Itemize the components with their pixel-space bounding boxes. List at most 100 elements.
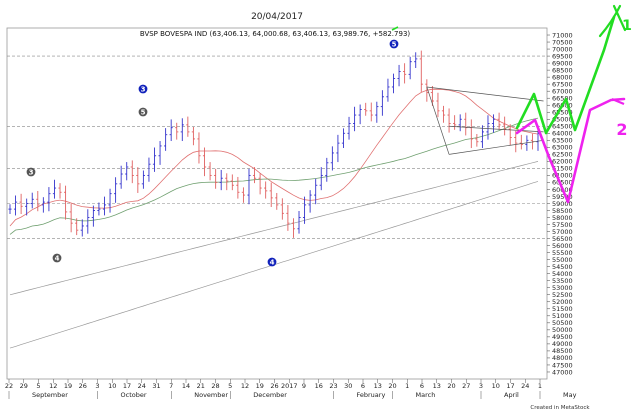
y-tick-label: 70500 — [552, 38, 573, 46]
price-bar — [403, 63, 407, 84]
header-date: 20/04/2017 — [251, 12, 303, 22]
x-tick-label: 24 — [138, 382, 146, 390]
y-tick-label: 50500 — [552, 319, 573, 327]
y-tick-label: 65000 — [552, 116, 573, 124]
price-bar — [25, 198, 29, 216]
x-tick-label: 19 — [64, 382, 72, 390]
price-bar — [241, 187, 246, 203]
triangle-pattern — [426, 86, 544, 155]
y-tick-label: 57000 — [552, 228, 573, 236]
price-bar — [236, 176, 240, 199]
price-bar — [486, 115, 490, 140]
price-bar — [214, 168, 218, 189]
x-tick-label: 13 — [433, 382, 441, 390]
price-bar — [297, 210, 301, 234]
price-bar — [358, 104, 362, 125]
y-tick-label: 59000 — [552, 200, 573, 208]
price-bar — [375, 101, 379, 123]
price-bar — [147, 157, 151, 182]
x-tick-label: 5 — [36, 382, 40, 390]
price-bar — [503, 116, 507, 136]
price-bar — [75, 218, 79, 236]
price-bar — [69, 203, 73, 233]
y-tick-label: 63500 — [552, 137, 573, 145]
grid-lines — [7, 55, 547, 239]
price-bar — [252, 167, 257, 184]
price-bar — [480, 125, 485, 149]
price-bar — [125, 162, 129, 181]
y-tick-label: 63000 — [552, 144, 573, 152]
y-tick-label: 54000 — [552, 270, 573, 278]
price-bar — [514, 130, 518, 153]
y-tick-label: 61500 — [552, 165, 573, 173]
wave-label-blue-circle — [267, 257, 277, 267]
price-bar — [97, 202, 101, 216]
price-bar — [430, 85, 434, 106]
price-bar — [180, 118, 184, 142]
y-tick-label: 62000 — [552, 158, 573, 166]
price-bar — [341, 128, 346, 149]
y-tick-label: 60500 — [552, 179, 573, 187]
month-label: December — [253, 391, 287, 399]
x-tick-label: 30 — [344, 382, 352, 390]
price-bars — [8, 50, 540, 238]
ma-short-line — [9, 88, 539, 227]
y-tick-label: 47000 — [552, 368, 573, 376]
price-bar — [519, 134, 523, 150]
price-bar — [258, 173, 262, 195]
forecast-label-1-mark — [598, 4, 627, 38]
x-tick-label: 9 — [302, 382, 306, 390]
y-tick-label: 68500 — [552, 66, 573, 74]
price-bar — [319, 167, 323, 191]
price-bar — [453, 115, 457, 130]
wave-label-gray-circle — [52, 253, 62, 263]
y-tick-label: 52000 — [552, 298, 573, 306]
x-tick-label: 24 — [521, 382, 529, 390]
y-tick-label: 68000 — [552, 73, 573, 81]
x-tick-label: 29 — [20, 382, 28, 390]
triangle-upper — [426, 86, 544, 102]
x-tick-label: 12 — [241, 382, 249, 390]
wave-label-gray: 5 — [138, 107, 148, 117]
x-tick-label: 6 — [420, 382, 424, 390]
price-bar — [152, 147, 157, 172]
price-bar — [330, 146, 334, 171]
y-tick-label: 61000 — [552, 172, 573, 180]
y-tick-label: 51500 — [552, 305, 573, 313]
price-bar — [352, 106, 357, 132]
y-tick-label: 55500 — [552, 249, 573, 257]
y-tick-label: 70000 — [552, 45, 573, 53]
y-tick-label: 67000 — [552, 87, 573, 95]
price-bar — [169, 119, 173, 142]
triangle-mid — [449, 125, 544, 133]
y-tick-label: 59500 — [552, 193, 573, 201]
wave-label-blue: 5 — [389, 39, 399, 49]
price-bar — [419, 50, 423, 92]
month-label: November — [194, 391, 228, 399]
x-tick-label: 21 — [197, 382, 205, 390]
wave-label-gray-text: 5 — [141, 109, 146, 117]
forecast-label-2: 2 — [616, 120, 627, 139]
price-bar — [425, 79, 429, 102]
price-bar — [264, 181, 268, 199]
price-bar — [164, 128, 168, 151]
price-bar — [325, 157, 329, 182]
triangle-lower — [449, 139, 544, 155]
x-tick-label: 16 — [315, 382, 323, 390]
x-tick-label: 26 — [270, 382, 278, 390]
price-bar — [336, 134, 340, 163]
wave-label-blue-text: 5 — [392, 41, 397, 49]
x-tick-label: 12 — [49, 382, 57, 390]
month-label: May — [563, 391, 577, 399]
ma-long-line — [9, 161, 539, 296]
y-tick-label: 66500 — [552, 95, 573, 103]
month-label: September — [32, 391, 68, 399]
triangle-left — [426, 86, 450, 155]
price-bar — [364, 102, 368, 116]
wave-label-blue: 3 — [138, 84, 148, 94]
ma-medium-line — [9, 117, 539, 235]
price-bar — [447, 108, 451, 133]
y-tick-label: 52500 — [552, 291, 573, 299]
price-bar — [80, 219, 84, 237]
